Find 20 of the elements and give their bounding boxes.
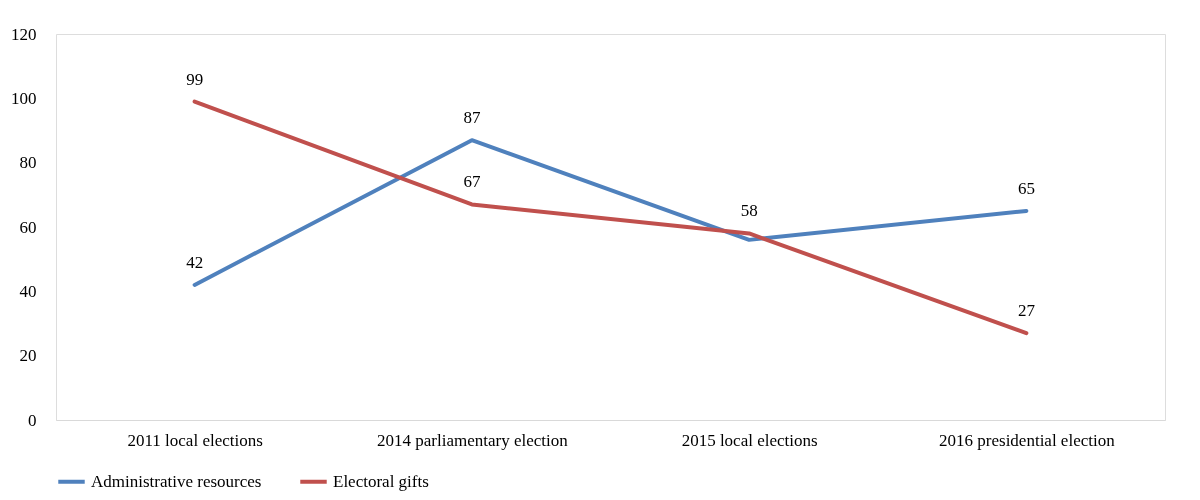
y-tick-label: 0 (28, 410, 37, 430)
x-tick-label: 2015 local elections (681, 430, 818, 450)
y-tick-label: 100 (11, 88, 37, 108)
y-tick-label: 20 (19, 346, 37, 366)
x-tick-label: 2016 presidential election (939, 430, 1116, 450)
data-label: 42 (186, 252, 204, 272)
data-label: 27 (1017, 301, 1036, 321)
data-label: 58 (740, 201, 758, 221)
data-label: 67 (463, 172, 481, 192)
data-label: 65 (1017, 178, 1035, 198)
y-tick-label: 60 (19, 217, 37, 237)
legend-label: Electoral gifts (333, 471, 429, 491)
x-tick-label: 2014 parliamentary election (377, 430, 569, 450)
y-tick-label: 120 (11, 24, 37, 44)
y-tick-label: 40 (19, 281, 37, 301)
legend-label: Administrative resources (91, 471, 262, 491)
y-tick-label: 80 (19, 153, 37, 173)
data-label: 87 (463, 108, 481, 128)
x-tick-label: 2011 local elections (127, 430, 263, 450)
data-label: 99 (186, 69, 204, 89)
